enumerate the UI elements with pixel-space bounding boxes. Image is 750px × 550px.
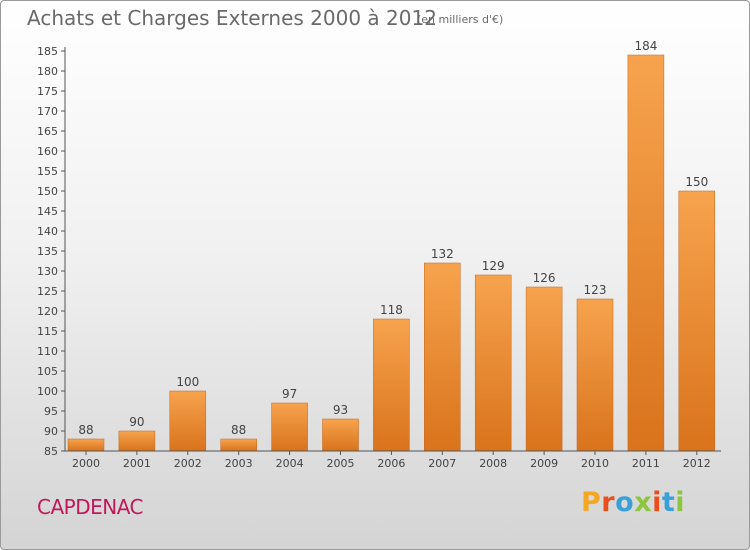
x-tick-label: 2009 [530, 457, 558, 470]
logo-letter: t [661, 487, 676, 518]
y-tick-label: 100 [37, 385, 58, 398]
logo-letter: i [675, 487, 686, 518]
bar-2012 [678, 190, 716, 452]
bar-2007 [424, 262, 461, 452]
y-tick-label: 130 [37, 265, 58, 278]
value-label: 123 [584, 283, 607, 297]
x-tick-label: 2001 [123, 457, 151, 470]
y-tick-label: 165 [37, 125, 58, 138]
bar-2003 [220, 438, 257, 452]
city-name: CAPDENAC [37, 495, 144, 519]
x-tick-label: 2006 [377, 457, 405, 470]
bar-2006 [373, 318, 410, 452]
x-tick-label: 2003 [225, 457, 253, 470]
bars-group: 88 90 100 88 97 93 118 132 129 126 123 184 150 [67, 39, 716, 452]
y-tick-label: 155 [37, 165, 58, 178]
logo-letter: i [652, 487, 662, 518]
chart-unit: (en milliers d'€) [417, 13, 504, 26]
bar-2008 [474, 274, 512, 452]
x-tick-label: 2011 [632, 457, 660, 470]
y-tick-label: 110 [37, 345, 58, 358]
value-label: 97 [282, 387, 297, 401]
bar-2004 [271, 402, 308, 452]
logo-letter: r [601, 487, 616, 518]
value-label: 126 [533, 271, 556, 285]
x-tick-label: 2007 [428, 457, 456, 470]
y-tick-label: 185 [37, 45, 58, 58]
bar-2009 [525, 286, 563, 452]
chart-title: Achats et Charges Externes 2000 à 2012 [27, 6, 437, 30]
value-label: 132 [431, 247, 454, 261]
y-tick-label: 90 [44, 425, 58, 438]
value-label: 88 [231, 423, 246, 437]
bar-2001 [118, 430, 156, 452]
proxiti-logo[interactable]: Proxiti [581, 487, 685, 518]
x-tick-label: 2000 [72, 457, 100, 470]
y-tick-label: 160 [37, 145, 58, 158]
value-label: 118 [380, 303, 403, 317]
y-tick-label: 105 [37, 365, 58, 378]
y-tick-label: 170 [37, 105, 58, 118]
logo-letter: x [634, 487, 653, 518]
logo-letter: P [581, 487, 602, 518]
x-tick-label: 2004 [276, 457, 304, 470]
bar-2002 [169, 390, 207, 452]
y-axis: 85 90 95 100 105 110 115 120 125 130 135 140 145 150 1… [37, 45, 66, 458]
value-label: 93 [333, 403, 348, 417]
logo-letter: o [615, 487, 635, 518]
bar-2000 [67, 438, 105, 452]
value-label: 129 [482, 259, 505, 273]
value-label: 184 [634, 39, 657, 53]
x-tick-label: 2002 [174, 457, 202, 470]
value-label: 90 [129, 415, 144, 429]
x-axis: 2000 2001 2002 2003 2004 2005 2006 2007 2008 2009… [65, 450, 721, 470]
x-tick-label: 2005 [327, 457, 355, 470]
y-tick-label: 145 [37, 205, 58, 218]
x-tick-label: 2008 [479, 457, 507, 470]
value-label: 100 [176, 375, 199, 389]
y-tick-label: 150 [37, 185, 58, 198]
y-tick-label: 140 [37, 225, 58, 238]
bar-2011 [627, 54, 665, 452]
x-tick-label: 2012 [683, 457, 711, 470]
y-tick-label: 125 [37, 285, 58, 298]
value-label: 88 [78, 423, 93, 437]
bar-2010 [576, 298, 614, 452]
y-tick-label: 175 [37, 85, 58, 98]
y-tick-label: 115 [37, 325, 58, 338]
y-tick-label: 135 [37, 245, 58, 258]
value-label: 150 [685, 175, 708, 189]
y-tick-label: 85 [44, 445, 58, 458]
y-tick-label: 180 [37, 65, 58, 78]
y-tick-label: 95 [44, 405, 58, 418]
bar-2005 [322, 418, 359, 452]
x-tick-label: 2010 [581, 457, 609, 470]
y-tick-label: 120 [37, 305, 58, 318]
